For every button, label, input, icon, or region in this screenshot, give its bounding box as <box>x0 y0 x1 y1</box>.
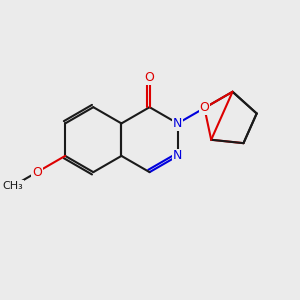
Text: N: N <box>173 149 182 162</box>
Text: O: O <box>145 71 154 85</box>
Text: O: O <box>200 101 209 115</box>
Text: O: O <box>32 166 42 178</box>
Text: CH₃: CH₃ <box>3 181 23 191</box>
Text: N: N <box>173 117 182 130</box>
